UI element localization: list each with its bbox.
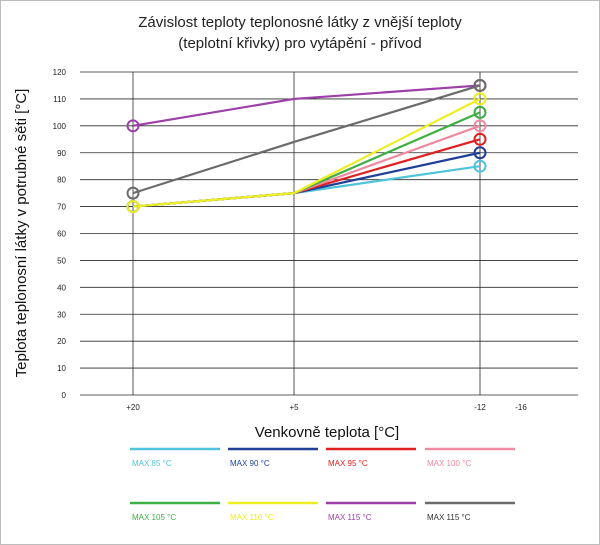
chart-title-line1: Závislost teploty teplonosné látky z vně… — [138, 14, 462, 31]
y-tick-label: 70 — [57, 203, 66, 212]
legend-label: MAX 110 °C — [230, 513, 274, 522]
series-line — [132, 97, 481, 208]
data-point-marker — [473, 159, 487, 173]
y-tick-label: 90 — [57, 149, 66, 158]
y-tick-label: 80 — [57, 176, 66, 185]
y-tick-label: 30 — [57, 310, 66, 319]
legend-label: MAX 100 °C — [427, 459, 471, 468]
series-group — [126, 78, 487, 214]
data-point-marker — [126, 200, 140, 214]
x-axis-label: Venkovně teplota [°C] — [255, 424, 399, 441]
legend-label: MAX 105 °C — [132, 513, 176, 522]
y-tick-label: 50 — [57, 256, 66, 265]
x-tick-label: +20 — [126, 403, 140, 412]
data-point-marker — [126, 186, 140, 200]
y-axis-label: Teplota teplonosní látky v potrubné sěti… — [13, 89, 30, 378]
y-tick-label: 0 — [62, 391, 67, 400]
y-tick-label: 100 — [53, 122, 67, 131]
legend: MAX 85 °C MAX 90 °C MAX 95 °C MAX 100 °C MAX… — [130, 447, 515, 522]
series-line — [132, 84, 481, 127]
grid — [80, 71, 578, 396]
x-tick-label: +5 — [289, 403, 299, 412]
legend-label: MAX 115 °C — [328, 513, 372, 522]
data-point-marker — [473, 92, 487, 106]
data-point-marker — [473, 146, 487, 160]
y-tick-label: 20 — [57, 337, 66, 346]
legend-label: MAX 115 °C — [427, 513, 471, 522]
legend-label: MAX 90 °C — [230, 459, 270, 468]
legend-label: MAX 85 °C — [132, 459, 172, 468]
tick-labels: 0 10 20 30 40 50 60 70 80 90 100 110 120 +20 +5 -12 -16 — [53, 68, 528, 412]
y-tick-label: 40 — [57, 283, 66, 292]
data-point-marker — [473, 105, 487, 119]
data-point-marker — [473, 119, 487, 133]
data-point-marker — [126, 119, 140, 133]
chart-title-line2: (teplotní křivky) pro vytápění - přívod — [178, 35, 421, 52]
data-point-marker — [473, 78, 487, 92]
y-tick-label: 10 — [57, 364, 66, 373]
data-point-marker — [473, 132, 487, 146]
x-tick-label: -16 — [515, 403, 527, 412]
legend-label: MAX 95 °C — [328, 459, 368, 468]
x-tick-label: -12 — [474, 403, 486, 412]
y-tick-label: 110 — [53, 95, 66, 104]
y-tick-label: 60 — [57, 230, 66, 239]
series-line — [132, 84, 481, 195]
y-tick-label: 120 — [53, 68, 67, 77]
